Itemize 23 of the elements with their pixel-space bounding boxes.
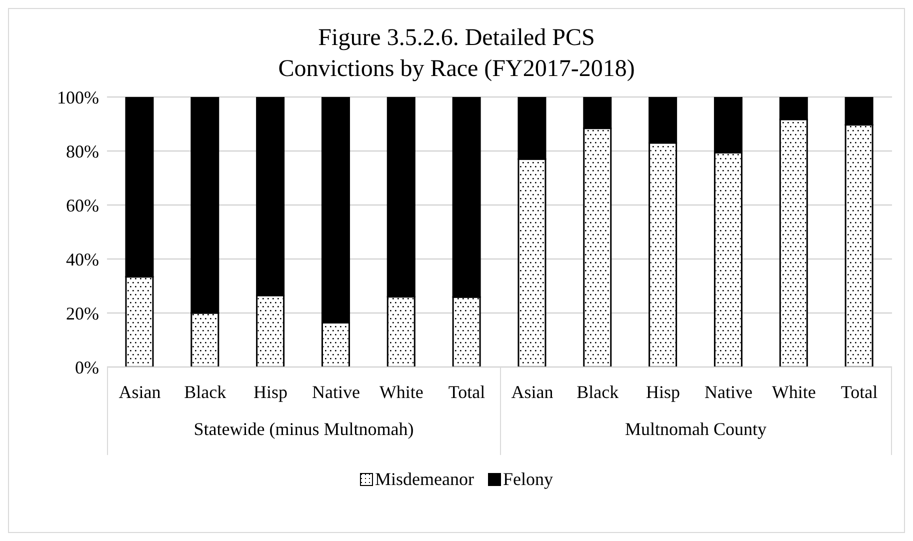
text: Multnomah County bbox=[624, 419, 768, 440]
legend-label: Misdemeanor bbox=[375, 469, 474, 490]
x-tick-label: Native bbox=[312, 382, 360, 402]
x-tick-label: Asian bbox=[118, 382, 161, 402]
y-tick-label: 20% bbox=[66, 303, 99, 324]
x-tick-label: Hisp bbox=[646, 382, 680, 402]
x-tick-label: Total bbox=[448, 382, 486, 402]
x-tick-label: Black bbox=[184, 382, 226, 402]
chart-title: Figure 3.5.2.6. Detailed PCS Convictions by Race (FY2017-2018) bbox=[277, 24, 636, 84]
y-tick-label: 0% bbox=[75, 357, 99, 378]
y-tick-label: 100% bbox=[57, 87, 99, 108]
y-tick-label: 80% bbox=[66, 141, 99, 162]
x-tick-label: White bbox=[379, 382, 424, 402]
x-tick-label: Hisp bbox=[254, 382, 288, 402]
legend-label: Felony bbox=[502, 469, 553, 490]
text: Statewide (minus Multnomah) bbox=[192, 419, 415, 440]
x-tick-label: Asian bbox=[511, 382, 554, 402]
y-tick-label: 40% bbox=[66, 249, 99, 270]
y-tick-label: 60% bbox=[66, 195, 99, 216]
x-tick-label: Native bbox=[704, 382, 752, 402]
x-tick-label: Black bbox=[576, 382, 619, 402]
x-tick-label: White bbox=[772, 382, 816, 402]
x-tick-label: Total bbox=[840, 382, 878, 402]
